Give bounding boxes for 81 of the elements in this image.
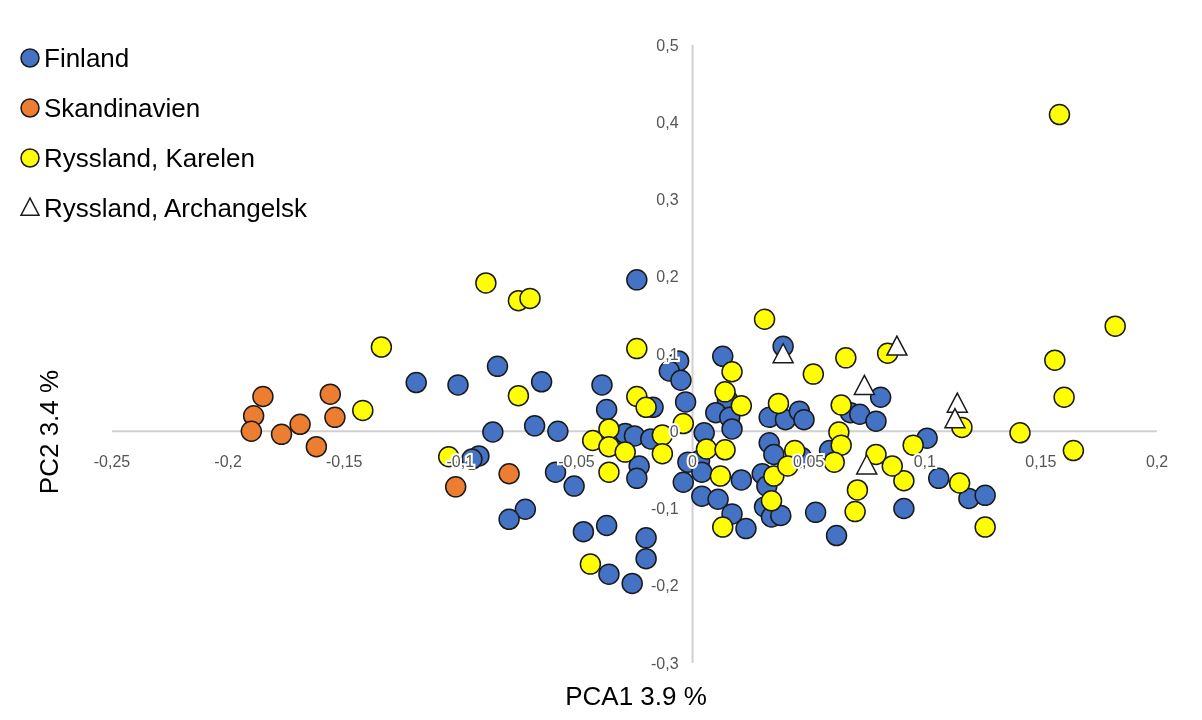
y-tick-label: -0,3 — [650, 654, 679, 672]
point — [853, 374, 876, 396]
point — [507, 384, 530, 407]
point — [651, 442, 674, 465]
x-axis-title: PCA1 3.9 % — [565, 681, 707, 711]
point — [714, 439, 736, 461]
point — [802, 363, 825, 385]
point — [865, 443, 887, 466]
point — [948, 472, 971, 494]
point — [946, 392, 969, 413]
point — [270, 423, 293, 446]
x-tick-label: -0,05 — [558, 453, 595, 471]
point — [721, 361, 743, 383]
y-tick-label: 0,5 — [656, 36, 679, 54]
y-tick-label: 0,2 — [656, 268, 679, 286]
point — [730, 395, 753, 417]
legend-label: Finland — [44, 43, 130, 74]
x-tick-label: -0,1 — [446, 453, 475, 471]
point — [711, 516, 734, 538]
point — [598, 418, 620, 440]
point — [1062, 439, 1085, 462]
point — [695, 438, 718, 460]
point — [289, 413, 311, 436]
point — [1009, 422, 1031, 444]
point — [714, 381, 736, 403]
point — [614, 441, 636, 463]
legend-label: Ryssland, Archangelsk — [44, 193, 309, 224]
point — [475, 272, 497, 294]
point — [352, 399, 374, 422]
point — [893, 469, 915, 492]
point — [498, 462, 520, 485]
x-tick-label: 0,2 — [1145, 453, 1169, 471]
point — [709, 465, 732, 487]
legend-label: Ryssland, Karelen — [44, 143, 255, 174]
point — [319, 383, 342, 405]
point — [444, 476, 467, 498]
x-tick-label: -0,25 — [93, 453, 131, 471]
x-tick-label: 0,05 — [793, 453, 825, 471]
point — [846, 479, 869, 501]
point — [626, 337, 648, 360]
y-tick-label: 0 — [669, 422, 679, 440]
point — [763, 465, 785, 487]
point — [881, 455, 904, 477]
point — [519, 287, 541, 310]
point — [823, 451, 845, 473]
point — [830, 394, 852, 416]
y-tick-label: 0,3 — [656, 191, 679, 209]
point — [844, 500, 866, 523]
x-tick-label: -0,2 — [214, 453, 242, 471]
point — [772, 343, 794, 364]
x-tick-label: -0,15 — [325, 453, 363, 471]
x-tick-label: 0,15 — [1025, 453, 1057, 471]
point — [855, 454, 878, 475]
point — [252, 385, 274, 408]
point — [305, 435, 328, 458]
point — [598, 435, 620, 458]
point — [902, 434, 924, 456]
point — [1044, 349, 1066, 371]
point — [1104, 315, 1126, 337]
point — [598, 461, 620, 483]
point — [886, 335, 908, 356]
point — [974, 516, 996, 538]
point — [635, 396, 657, 419]
y-tick-label: -0,2 — [650, 577, 679, 595]
point — [1053, 386, 1075, 409]
legend-label: Skandinavien — [44, 93, 201, 124]
point — [324, 406, 346, 429]
y-tick-label: -0,1 — [650, 500, 679, 518]
point — [753, 308, 776, 330]
y-axis-title: PC2 3.4 % — [34, 369, 64, 495]
point — [579, 553, 602, 575]
point — [1048, 103, 1071, 126]
point — [240, 420, 263, 442]
point — [830, 434, 852, 456]
point — [760, 490, 783, 512]
x-tick-label: 0,1 — [913, 453, 936, 471]
point — [370, 336, 393, 358]
y-tick-label: 0,4 — [656, 113, 679, 131]
point — [944, 407, 966, 429]
point — [835, 347, 857, 369]
point — [767, 392, 790, 415]
